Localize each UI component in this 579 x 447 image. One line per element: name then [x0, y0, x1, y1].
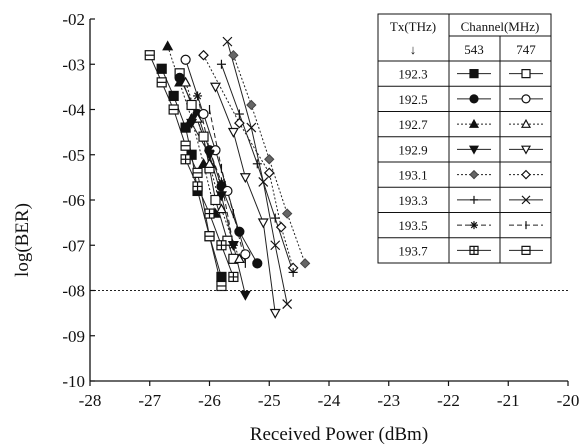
- data-point-192.7-543-0: [163, 42, 172, 50]
- data-point-193.5-543-0: [193, 91, 202, 100]
- data-point-193.3-747-2: [259, 177, 268, 186]
- data-point-192.3-747-2: [199, 132, 208, 141]
- legend-marker-193.5-543: [470, 221, 478, 229]
- legend-col-543: 543: [464, 42, 484, 57]
- data-point-192.5-543-4: [235, 227, 244, 236]
- legend-marker-193.7-747: [522, 246, 530, 254]
- data-point-193.7-543-3: [217, 241, 226, 250]
- data-point-192.9-747-1: [229, 129, 238, 137]
- data-point-193.1-543-2: [265, 155, 274, 164]
- data-point-193.7-747-6: [217, 281, 226, 290]
- legend-marker-192.5-747: [522, 95, 530, 103]
- legend-tx-193.3: 193.3: [398, 193, 427, 208]
- data-point-193.7-747-0: [145, 51, 154, 60]
- y-tick-label: -08: [62, 282, 85, 301]
- data-point-193.5-543-3: [229, 241, 238, 250]
- data-point-193.7-543-4: [229, 272, 238, 281]
- data-point-193.7-747-1: [157, 78, 166, 87]
- legend-marker-192.3-747: [522, 70, 530, 78]
- data-point-193.1-543-1: [247, 100, 256, 109]
- data-point-193.1-543-3: [283, 209, 292, 218]
- data-point-192.3-747-4: [211, 196, 220, 205]
- x-tick-label: -25: [258, 391, 281, 410]
- x-tick-label: -23: [377, 391, 400, 410]
- y-tick-label: -07: [62, 236, 85, 255]
- x-tick-label: -26: [198, 391, 221, 410]
- data-point-192.5-747-1: [199, 110, 208, 119]
- data-point-193.3-543-1: [235, 110, 244, 119]
- data-point-193.3-747-0: [223, 37, 232, 46]
- legend-marker-193.7-543: [470, 246, 478, 254]
- y-axis-title: log(BER): [12, 203, 33, 277]
- data-point-192.9-543-4: [241, 291, 250, 299]
- data-point-193.1-747-3: [277, 223, 286, 232]
- legend: Tx(THz) ↓ Channel(MHz) 543 747 192.3 192.…: [378, 14, 551, 263]
- data-point-193.1-747-1: [235, 119, 244, 128]
- x-tick-label: -21: [497, 391, 520, 410]
- data-point-192.3-543-0: [157, 64, 166, 73]
- x-tick-label: -28: [79, 391, 102, 410]
- x-axis-title: Received Power (dBm): [250, 424, 428, 445]
- data-point-192.5-543-5: [253, 259, 262, 268]
- x-tick-label: -20: [557, 391, 579, 410]
- data-point-193.5-543-1: [205, 146, 214, 155]
- data-point-192.5-747-0: [181, 55, 190, 64]
- data-point-193.7-543-2: [205, 209, 214, 218]
- legend-header-tx: Tx(THz): [390, 19, 436, 34]
- data-point-193.7-543-0: [181, 155, 190, 164]
- legend-col-747: 747: [516, 42, 536, 57]
- data-point-193.7-747-3: [181, 141, 190, 150]
- data-point-193.3-543-0: [217, 60, 226, 69]
- series-lines: [150, 42, 305, 314]
- data-point-192.3-747-1: [187, 100, 196, 109]
- data-point-192.9-747-3: [259, 219, 268, 227]
- legend-tx-192.7: 192.7: [398, 117, 428, 132]
- data-point-193.1-747-0: [199, 51, 208, 60]
- legend-tx-193.1: 193.1: [398, 168, 427, 183]
- legend-tx-193.5: 193.5: [398, 218, 427, 233]
- x-tick-label: -27: [138, 391, 161, 410]
- data-point-193.5-543-2: [217, 177, 226, 186]
- data-point-193.1-543-4: [301, 259, 310, 268]
- data-point-192.5-747-4: [241, 250, 250, 259]
- legend-marker-192.3-543: [470, 70, 478, 78]
- data-point-193.7-747-2: [169, 105, 178, 114]
- data-point-193.7-543-1: [193, 182, 202, 191]
- data-point-193.3-747-3: [271, 241, 280, 250]
- legend-header-channel: Channel(MHz): [461, 19, 540, 34]
- data-point-192.9-747-2: [241, 174, 250, 182]
- y-tick-label: -09: [62, 327, 85, 346]
- x-tick-label: -22: [437, 391, 460, 410]
- x-tick-label: -24: [318, 391, 341, 410]
- legend-tx-193.7: 193.7: [398, 243, 428, 258]
- data-point-192.9-747-0: [211, 83, 220, 91]
- legend-arrow: ↓: [410, 42, 417, 57]
- legend-marker-192.5-543: [470, 95, 478, 103]
- data-point-192.3-543-1: [169, 91, 178, 100]
- data-point-192.3-543-2: [181, 123, 190, 132]
- y-tick-label: -03: [62, 55, 85, 74]
- legend-tx-192.5: 192.5: [398, 92, 427, 107]
- series-markers: [145, 37, 309, 318]
- data-point-193.7-747-5: [205, 232, 214, 241]
- y-tick-label: -05: [62, 146, 85, 165]
- data-point-193.3-747-4: [283, 300, 292, 309]
- legend-tx-192.3: 192.3: [398, 67, 427, 82]
- y-tick-label: -02: [62, 10, 85, 29]
- legend-tx-192.9: 192.9: [398, 142, 427, 157]
- y-tick-label: -10: [62, 372, 85, 391]
- y-tick-label: -04: [62, 101, 85, 120]
- y-tick-label: -06: [62, 191, 85, 210]
- data-point-193.3-747-1: [247, 123, 256, 132]
- data-point-193.7-747-4: [193, 168, 202, 177]
- data-point-192.3-543-6: [217, 272, 226, 281]
- data-point-192.9-747-4: [271, 310, 280, 318]
